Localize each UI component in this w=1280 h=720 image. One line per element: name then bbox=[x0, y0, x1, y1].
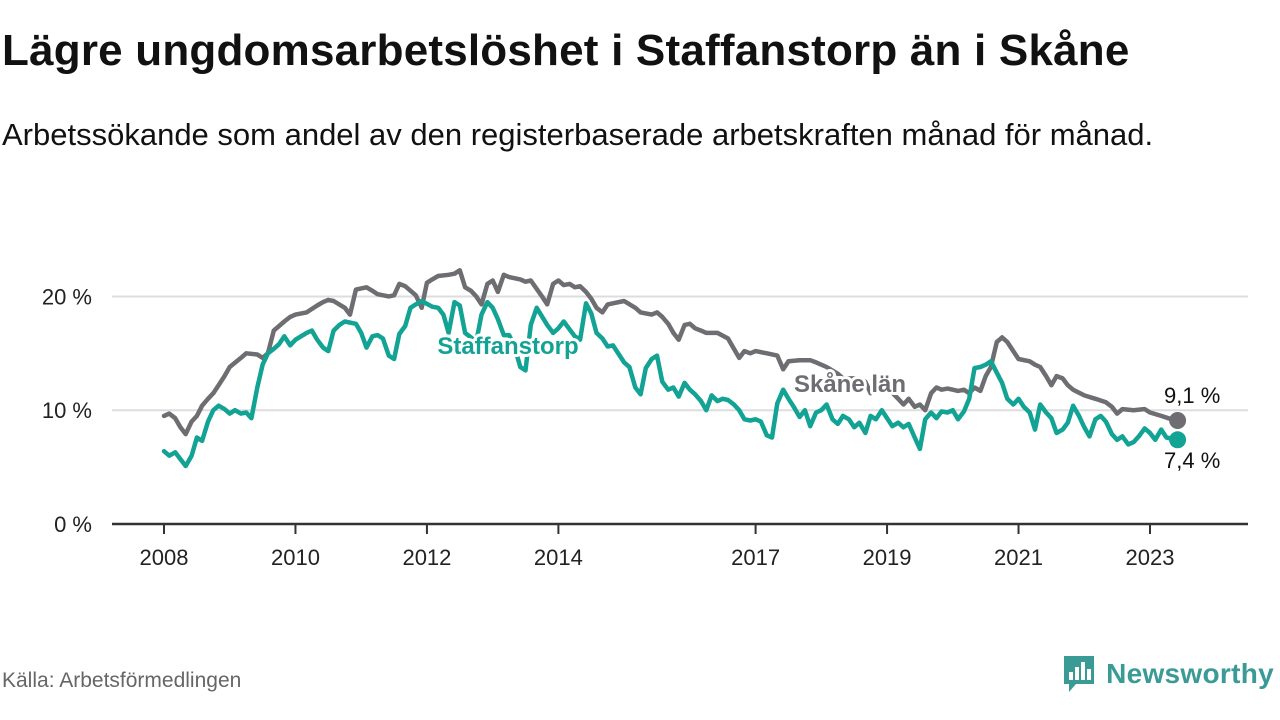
chart-subtitle: Arbetssökande som andel av den registerb… bbox=[2, 117, 1154, 152]
chart-title: Lägre ungdomsarbetslöshet i Staffanstorp… bbox=[2, 26, 1130, 75]
end-point-skane bbox=[1169, 411, 1187, 429]
x-axis-ticks: 2008 2010 2012 2014 2017 2019 2021 2023 bbox=[140, 524, 1175, 570]
brand-logo[interactable]: Newsworthy bbox=[1062, 652, 1274, 696]
end-markers bbox=[1169, 411, 1187, 449]
x-tick-label: 2021 bbox=[994, 545, 1043, 570]
series-line-staffanstorp bbox=[161, 298, 1180, 469]
series-label-staffanstorp: Staffanstorp bbox=[437, 333, 578, 360]
end-label-skane: 9,1 % bbox=[1164, 383, 1220, 408]
series-labels: Skåne län 9,1 % Staffanstorp 7,4 % bbox=[434, 330, 1222, 476]
y-tick-label: 0 % bbox=[54, 512, 92, 537]
x-tick-label: 2010 bbox=[271, 545, 320, 570]
source-note: Källa: Arbetsförmedlingen bbox=[2, 669, 242, 692]
x-tick-label: 2014 bbox=[534, 545, 583, 570]
y-tick-label: 20 % bbox=[42, 284, 92, 309]
x-tick-label: 2008 bbox=[140, 545, 189, 570]
end-label-staffanstorp: 7,4 % bbox=[1164, 448, 1220, 473]
series-line-skane bbox=[161, 268, 1180, 437]
x-tick-label: 2019 bbox=[863, 545, 912, 570]
newsworthy-logo-icon bbox=[1064, 656, 1095, 692]
y-tick-label: 10 % bbox=[42, 398, 92, 423]
end-point-staffanstorp bbox=[1169, 431, 1187, 449]
series-lines bbox=[161, 268, 1180, 469]
line-chart: 0 % 10 % 20 % 2008 2010 2012 2014 2017 2019 2021… bbox=[42, 268, 1248, 570]
y-axis-ticks: 0 % 10 % 20 % bbox=[42, 284, 92, 537]
x-tick-label: 2023 bbox=[1126, 545, 1175, 570]
x-tick-label: 2017 bbox=[731, 545, 780, 570]
x-tick-label: 2012 bbox=[402, 545, 451, 570]
gridlines bbox=[112, 295, 1248, 412]
series-label-skane: Skåne län bbox=[794, 371, 906, 398]
brand-name: Newsworthy bbox=[1106, 658, 1274, 689]
